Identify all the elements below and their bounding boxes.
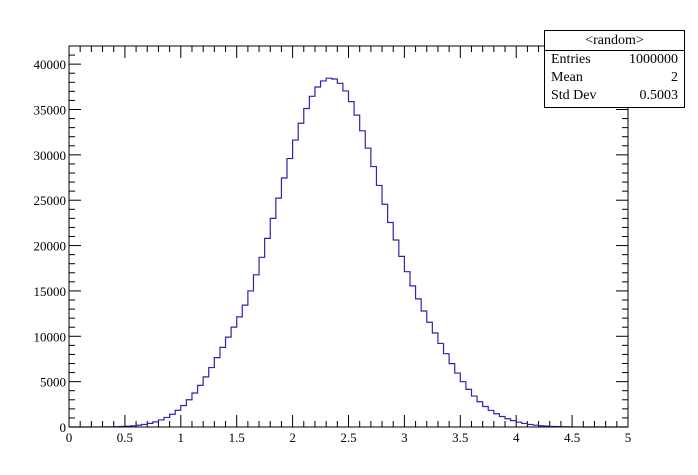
plot-frame xyxy=(68,45,629,428)
stats-stddev-label: Std Dev xyxy=(551,88,597,103)
stats-row-stddev: Std Dev 0.5003 xyxy=(545,87,684,105)
y-tick-label: 20000 xyxy=(34,239,67,254)
stats-mean-label: Mean xyxy=(551,70,583,85)
x-tick-label: 3.5 xyxy=(452,430,468,445)
x-tick-label: 1.5 xyxy=(229,430,245,445)
y-tick-label: 35000 xyxy=(34,103,67,118)
stats-row-mean: Mean 2 xyxy=(545,69,684,87)
y-tick-label: 0 xyxy=(60,420,67,435)
y-tick-label: 10000 xyxy=(34,329,67,344)
x-tick-label: 2.5 xyxy=(340,430,356,445)
stats-row-entries: Entries 1000000 xyxy=(545,51,684,69)
x-tick-label: 5 xyxy=(625,430,632,445)
stats-stddev-value: 0.5003 xyxy=(639,88,679,103)
x-tick-label: 2 xyxy=(289,430,296,445)
x-tick-label: 0 xyxy=(66,430,73,445)
stats-entries-value: 1000000 xyxy=(629,52,678,67)
y-tick-label: 15000 xyxy=(34,284,67,299)
y-tick-label: 5000 xyxy=(40,375,66,390)
x-tick-label: 4.5 xyxy=(564,430,580,445)
x-tick-label: 3 xyxy=(401,430,408,445)
stats-entries-label: Entries xyxy=(551,52,591,67)
tick-labels: 0 0.5 1 1.5 2 2.5 3 3.5 4 4.5 5 0 5000 10000 15000 2000… xyxy=(34,57,632,445)
stats-box: <random> Entries 1000000 Mean 2 Std Dev … xyxy=(544,30,685,108)
stats-mean-value: 2 xyxy=(671,70,678,85)
x-tick-label: 0.5 xyxy=(117,430,133,445)
x-tick-label: 1 xyxy=(178,430,185,445)
stats-title: <random> xyxy=(545,31,684,51)
x-tick-label: 4 xyxy=(513,430,520,445)
y-tick-label: 25000 xyxy=(34,193,67,208)
y-tick-label: 30000 xyxy=(34,148,67,163)
y-tick-label: 40000 xyxy=(34,57,67,72)
histogram-series-line xyxy=(69,77,628,428)
